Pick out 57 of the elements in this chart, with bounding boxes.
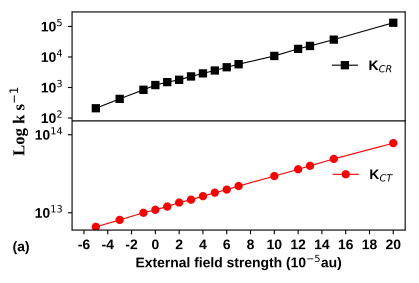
point [294, 44, 302, 54]
x-tick-label: 6 [223, 239, 230, 250]
point [270, 52, 278, 60]
point [330, 154, 338, 164]
x-tick-label: 14 [315, 240, 330, 250]
point [174, 76, 184, 84]
point [389, 18, 398, 27]
y-tick-label: 10$^{13}$ [36, 205, 62, 218]
x-tick-label: 8 [247, 239, 254, 250]
point [92, 222, 100, 230]
point [115, 94, 124, 104]
x-tick-label: 16 [338, 239, 353, 250]
point [151, 80, 160, 90]
point [163, 78, 172, 86]
y-axis-title: Log k s$^{−1}$ [9, 88, 28, 156]
point [234, 60, 243, 68]
x-tick-label: 18 [362, 239, 377, 250]
x-tick-label: -4 [102, 240, 114, 250]
y-tick-label: 10$^{5}$ [42, 18, 62, 32]
x-tick-label: -2 [126, 239, 138, 250]
point [163, 202, 172, 211]
legend-label: K$_{CT}$ [370, 170, 393, 182]
point [186, 72, 196, 81]
point [210, 66, 219, 75]
point [174, 198, 184, 207]
point [210, 188, 219, 197]
legend-label: K$_{CR}$ [369, 60, 392, 72]
x-tick-label: 4 [199, 240, 207, 250]
x-tick-label: 20 [386, 239, 400, 250]
point [151, 206, 160, 214]
point [306, 42, 314, 50]
point [198, 192, 208, 200]
point [306, 162, 314, 170]
point [139, 86, 148, 94]
point [186, 196, 196, 204]
text: (a) [13, 241, 29, 254]
y-tick-label: 10$^{2}$ [42, 110, 62, 124]
point [222, 63, 231, 72]
x-tick-label: 2 [176, 239, 182, 250]
point [198, 69, 208, 78]
point [222, 185, 231, 194]
point [389, 138, 398, 148]
x-tick-label: 0 [152, 239, 159, 250]
point [139, 208, 148, 217]
x-tick-label: -6 [78, 239, 90, 250]
point [92, 104, 100, 112]
point [234, 182, 243, 190]
point [294, 165, 302, 174]
y-tick-label: 10$^{14}$ [36, 127, 62, 140]
point [330, 35, 338, 44]
x-tick-label: 12 [291, 239, 306, 250]
point [270, 172, 278, 180]
x-tick-label: 10 [267, 239, 282, 250]
x-axis-title: External field strength (10$^{−5}$au) [136, 254, 342, 270]
y-tick-label: 10$^{4}$ [42, 50, 62, 62]
y-tick-label: 10$^{3}$ [42, 80, 62, 93]
point [115, 216, 124, 224]
